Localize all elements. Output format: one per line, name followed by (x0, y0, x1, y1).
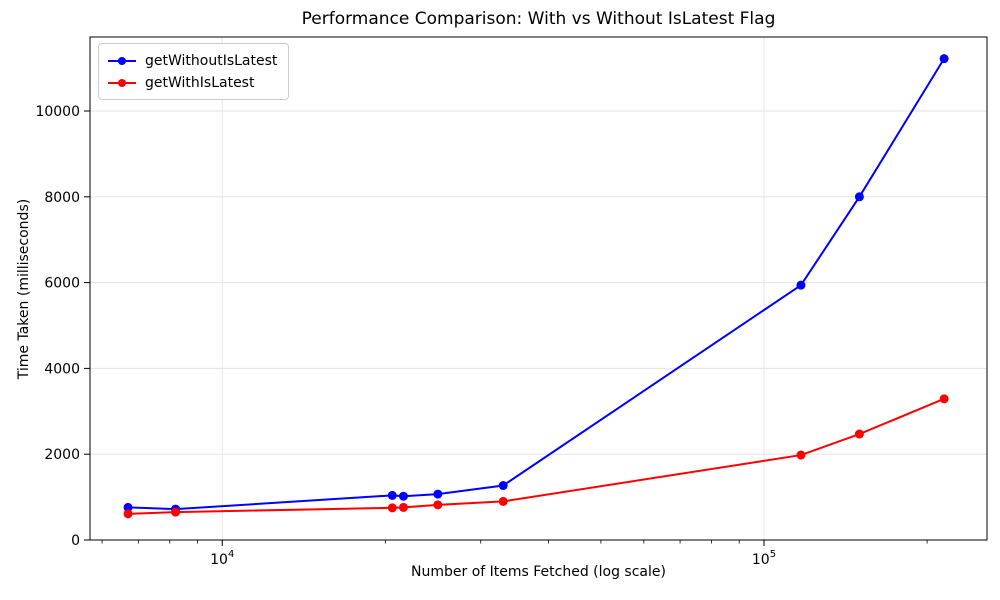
legend-dot-red (118, 78, 126, 87)
data-point-getWithoutIsLatest (498, 481, 508, 491)
y-tick-label: 6000 (44, 276, 80, 292)
data-point-getWithoutIsLatest (939, 54, 949, 64)
plot-border (89, 36, 988, 541)
y-tick-label: 8000 (44, 190, 80, 206)
legend-item-getwithoutislatest: getWithoutIsLatest (108, 51, 277, 70)
legend-label: getWithoutIsLatest (145, 52, 278, 69)
series-line-getWithoutIsLatest (127, 58, 945, 511)
data-point-getWithoutIsLatest (123, 502, 133, 512)
legend-item-getwithislatest: getWithIsLatest (108, 73, 277, 92)
y-axis-label: Time Taken (milliseconds) (16, 198, 32, 380)
x-axis-label: Number of Items Fetched (log scale) (411, 564, 666, 580)
y-tick-label: 0 (71, 533, 80, 549)
data-point-getWithIsLatest (854, 429, 864, 439)
data-point-getWithIsLatest (498, 496, 508, 506)
data-point-getWithIsLatest (398, 502, 408, 512)
data-point-getWithIsLatest (796, 450, 806, 460)
legend-label: getWithIsLatest (145, 74, 255, 91)
legend-dot-blue (118, 56, 126, 65)
data-point-getWithoutIsLatest (387, 490, 397, 500)
data-point-getWithoutIsLatest (796, 280, 806, 290)
series-line-getWithIsLatest (127, 397, 945, 515)
data-point-getWithIsLatest (171, 507, 181, 517)
x-tick-label: 105 (752, 549, 776, 568)
x-tick-label: 104 (210, 549, 234, 568)
data-point-getWithIsLatest (939, 394, 949, 404)
chart-title: Performance Comparison: With vs Without … (301, 9, 776, 29)
chart-legend: getWithoutIsLatest getWithIsLatest (98, 43, 290, 100)
data-point-getWithoutIsLatest (854, 192, 864, 202)
data-point-getWithIsLatest (387, 503, 397, 513)
legend-line-marker-icon (108, 73, 136, 92)
data-point-getWithoutIsLatest (433, 489, 443, 499)
y-tick-label: 4000 (44, 361, 80, 377)
y-tick-label: 10000 (35, 104, 80, 120)
data-point-getWithIsLatest (433, 500, 443, 510)
y-tick-label: 2000 (44, 447, 80, 463)
data-point-getWithIsLatest (123, 509, 133, 519)
data-point-getWithoutIsLatest (398, 491, 408, 501)
legend-line-marker-icon (108, 51, 136, 70)
